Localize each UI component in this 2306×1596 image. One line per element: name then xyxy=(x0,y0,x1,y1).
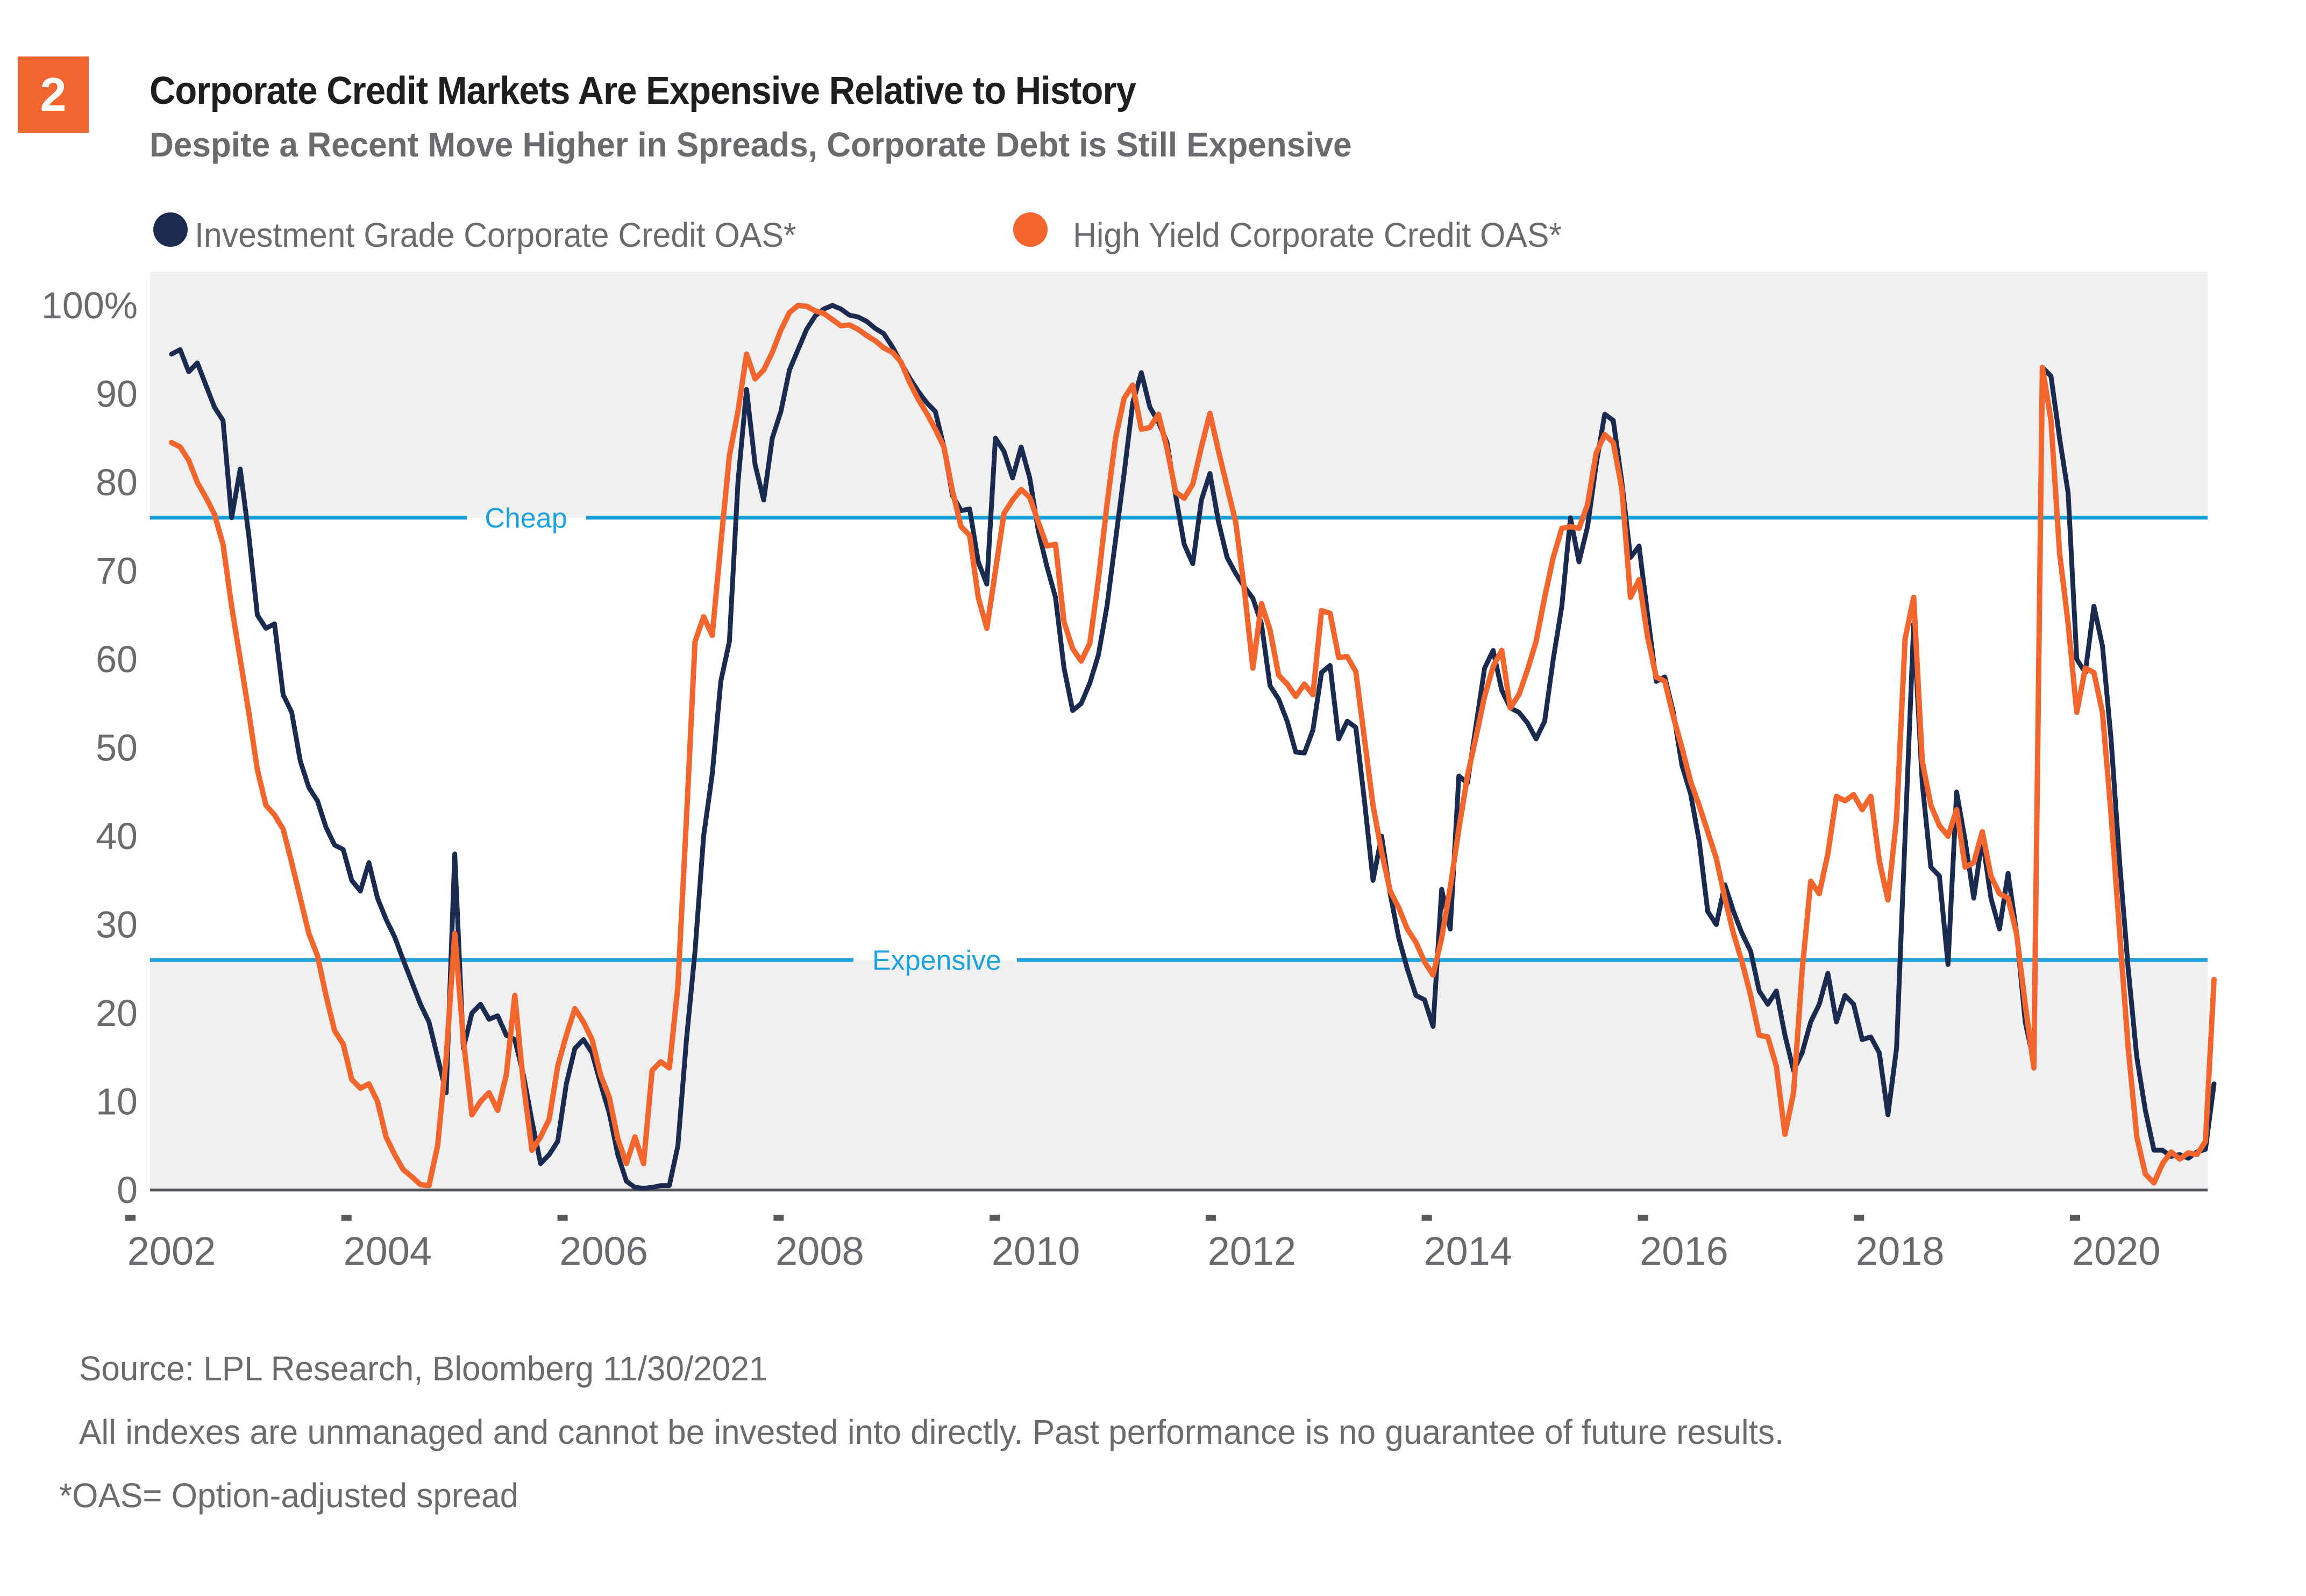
x-tick-mark xyxy=(2070,1215,2081,1221)
x-tick-label: 2014 xyxy=(1424,1229,1512,1273)
hy-legend-label: High Yield Corporate Credit OAS* xyxy=(1073,216,1562,254)
oas-footnote: *OAS= Option-adjusted spread xyxy=(59,1476,519,1515)
y-tick-label: 80 xyxy=(96,461,138,503)
x-tick-label: 2016 xyxy=(1640,1229,1728,1273)
cheap-threshold-label: Cheap xyxy=(485,503,567,534)
x-tick-mark xyxy=(1205,1215,1216,1221)
y-tick-label: 70 xyxy=(96,550,138,592)
y-tick-label: 10 xyxy=(96,1081,138,1123)
x-axis-tick-labels: 2002 2004 2006 2008 2010 2012 2014 2016 2018 2020 xyxy=(125,1215,2160,1273)
disclaimer-note: All indexes are unmanaged and cannot be … xyxy=(79,1413,1784,1451)
x-tick-label: 2012 xyxy=(1208,1229,1297,1273)
x-tick-label: 2018 xyxy=(1856,1229,1945,1273)
x-tick-mark xyxy=(1854,1215,1864,1221)
y-tick-label: 50 xyxy=(96,727,138,769)
y-tick-label: 90 xyxy=(96,373,138,415)
x-tick-label: 2008 xyxy=(775,1229,864,1273)
x-tick-mark xyxy=(125,1215,136,1221)
y-tick-label: 60 xyxy=(96,638,138,680)
ig-legend-dot-icon xyxy=(153,212,188,247)
x-tick-label: 2006 xyxy=(559,1229,648,1273)
x-tick-label: 2004 xyxy=(343,1229,432,1273)
x-tick-mark xyxy=(773,1215,784,1221)
x-tick-mark xyxy=(990,1215,1000,1221)
x-tick-label: 2020 xyxy=(2072,1229,2161,1273)
y-tick-label: 100% xyxy=(41,284,138,326)
expensive-zone-band xyxy=(150,960,2208,1190)
y-axis-tick-labels: 100% 90 80 70 60 50 40 30 20 10 0 xyxy=(41,284,138,1211)
x-tick-label: 2002 xyxy=(127,1229,216,1273)
source-note: Source: LPL Research, Bloomberg 11/30/20… xyxy=(79,1349,768,1388)
reference-lines xyxy=(150,516,2208,962)
y-tick-label: 0 xyxy=(117,1169,138,1211)
y-tick-label: 30 xyxy=(96,904,138,946)
figure-number-badge: 2 xyxy=(18,56,89,133)
chart-subtitle: Despite a Recent Move Higher in Spreads,… xyxy=(150,125,1352,164)
ig-legend-label: Investment Grade Corporate Credit OAS* xyxy=(195,216,796,254)
x-tick-label: 2010 xyxy=(992,1229,1080,1273)
cheap-zone-band xyxy=(150,272,2208,518)
x-tick-mark xyxy=(341,1215,352,1221)
y-tick-label: 40 xyxy=(96,815,138,857)
y-tick-label: 20 xyxy=(96,992,138,1034)
x-tick-mark xyxy=(1421,1215,1432,1221)
hy-legend-dot-icon xyxy=(1013,212,1048,247)
chart-title: Corporate Credit Markets Are Expensive R… xyxy=(150,69,1136,112)
expensive-threshold-label: Expensive xyxy=(872,945,1001,976)
gray-bands xyxy=(150,272,2208,1190)
x-tick-mark xyxy=(557,1215,568,1221)
high-yield-series-line xyxy=(169,303,2217,1188)
x-tick-mark xyxy=(1638,1215,1648,1221)
